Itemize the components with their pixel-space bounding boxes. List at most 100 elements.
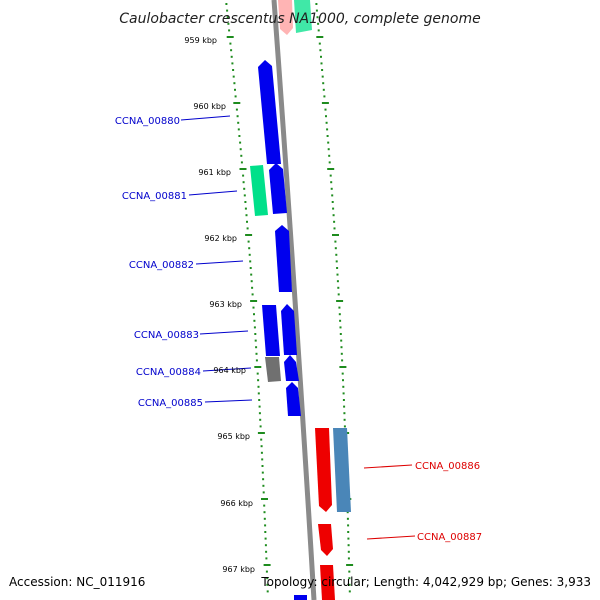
gene-feature-ccna-00882[interactable] (275, 225, 292, 292)
gene-feature-ccna-00883[interactable] (262, 305, 280, 356)
scale-tick-outer (336, 273, 339, 276)
gene-label-ccna-00883[interactable]: CCNA_00883 (134, 330, 199, 341)
scale-tick-outer (343, 412, 346, 415)
scale-label-960: 960 kbp (193, 102, 226, 111)
scale-tick-inner (262, 491, 265, 494)
scale-tick-outer (343, 418, 346, 421)
gene-label-ccna-00885[interactable]: CCNA_00885 (138, 398, 203, 409)
scale-tick-inner (262, 484, 265, 487)
gene-feature-bottom-red[interactable] (320, 565, 335, 600)
scale-tick-outer (346, 564, 354, 566)
gene-features (250, 0, 351, 600)
scale-tick-inner (227, 22, 230, 25)
scale-tick-outer (326, 128, 329, 131)
scale-tick-outer (325, 121, 328, 124)
scale-tick-inner (260, 438, 263, 441)
scale-tick-inner (259, 425, 262, 428)
scale-tick-outer (336, 280, 339, 283)
scale-tick-inner (244, 207, 247, 210)
gene-label-ccna-00887[interactable]: CCNA_00887 (417, 532, 482, 543)
gene-label-ccna-00884[interactable]: CCNA_00884 (136, 367, 201, 378)
scale-tick-outer (328, 161, 331, 164)
leader-ccna-00887 (366, 535, 416, 540)
scale-tick-outer (330, 187, 333, 190)
scale-tick-inner (263, 511, 266, 514)
scale-tick-inner (236, 115, 239, 118)
scale-tick-inner (246, 227, 249, 230)
scale-tick-outer (332, 214, 335, 217)
scale-tick-inner (226, 36, 234, 38)
scale-tick-outer (337, 286, 340, 289)
label-leaders (180, 115, 416, 540)
scale-tick-outer (348, 577, 351, 580)
gene-feature-steelblue-965[interactable] (333, 428, 351, 512)
scale-tick-inner (248, 253, 251, 256)
gene-feature-ccna-00884[interactable] (265, 357, 281, 382)
scale-tick-inner (239, 148, 242, 151)
gene-feature-ccna-00880[interactable] (258, 60, 281, 164)
gene-feature-ccna-00887[interactable] (318, 524, 333, 556)
scale-tick-outer (327, 141, 330, 144)
scale-tick-inner (250, 273, 253, 276)
gene-label-ccna-00881[interactable]: CCNA_00881 (122, 191, 187, 202)
gene-feature-ccna-00886[interactable] (315, 428, 332, 512)
scale-tick-inner (261, 471, 264, 474)
scale-tick-inner (264, 544, 267, 547)
scale-tick-inner (245, 234, 253, 236)
scale-tick-outer (342, 379, 344, 382)
gene-feature-ccna-00881[interactable] (250, 165, 268, 216)
scale-tick-inner (254, 339, 257, 342)
gene-feature-blue-964[interactable] (284, 355, 299, 381)
scale-tick-outer (323, 95, 326, 98)
scale-label-966: 966 kbp (220, 499, 253, 508)
scale-tick-inner (230, 49, 233, 52)
scale-tick-outer (339, 326, 342, 329)
leader-ccna-00886 (363, 464, 413, 469)
tick-marks (225, 3, 354, 593)
scale-tick-outer (332, 234, 339, 236)
scale-tick-inner (240, 161, 243, 164)
gene-feature-blue-961[interactable] (269, 163, 287, 214)
gene-feature-top-pink[interactable] (278, 0, 293, 35)
scale-tick-inner (248, 247, 251, 250)
scale-tick-outer (316, 36, 324, 38)
gene-feature-ccna-00885[interactable] (286, 382, 301, 416)
scale-tick-outer (347, 524, 350, 527)
scale-tick-outer (327, 148, 330, 151)
gene-feature-blue-963[interactable] (281, 304, 297, 355)
scale-tick-inner (262, 478, 265, 481)
scale-tick-inner (229, 42, 232, 45)
scale-tick-outer (334, 240, 337, 243)
scale-tick-outer (326, 135, 329, 137)
gene-label-ccna-00886[interactable]: CCNA_00886 (415, 461, 480, 472)
scale-tick-outer (333, 220, 336, 223)
gene-label-ccna-00880[interactable]: CCNA_00880 (115, 116, 180, 127)
scale-tick-inner (233, 102, 241, 104)
scale-tick-outer (342, 385, 345, 388)
scale-tick-inner (263, 504, 266, 507)
scale-tick-outer (340, 352, 343, 355)
scale-tick-outer (348, 583, 351, 586)
scale-tick-outer (342, 399, 345, 401)
scale-tick-inner (263, 517, 266, 520)
scale-tick-outer (346, 517, 349, 520)
gene-feature-top-green[interactable] (294, 0, 312, 33)
scale-tick-outer (318, 42, 321, 45)
gene-feature-bottom-blue[interactable] (294, 595, 307, 600)
scale-tick-inner (249, 260, 252, 263)
scale-tick-outer (332, 207, 335, 210)
scale-tick-inner (266, 583, 269, 586)
scale-tick-inner (234, 88, 236, 91)
scale-tick-outer (321, 75, 324, 78)
scale-tick-inner (255, 359, 258, 362)
scale-tick-inner (239, 168, 247, 170)
scale-tick-inner (249, 267, 252, 269)
scale-tick-outer (340, 339, 343, 342)
scale-tick-outer (339, 319, 342, 322)
scale-tick-outer (347, 531, 350, 533)
scale-tick-inner (265, 550, 268, 553)
scale-tick-outer (338, 313, 341, 316)
scale-tick-inner (242, 181, 245, 184)
scale-tick-inner (251, 286, 254, 289)
gene-label-ccna-00882[interactable]: CCNA_00882 (129, 260, 194, 271)
